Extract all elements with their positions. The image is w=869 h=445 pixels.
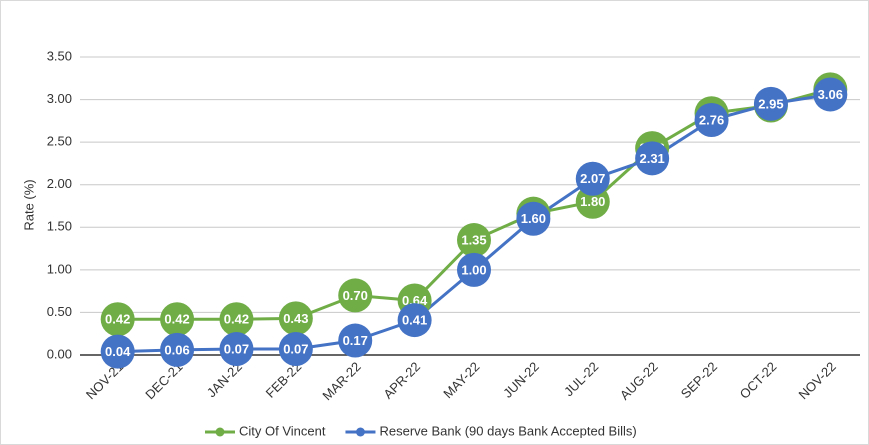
data-label: 0.06 [164, 342, 189, 357]
data-point [278, 332, 313, 367]
y-axis-label: Rate (%) [21, 179, 36, 230]
data-point [219, 302, 254, 337]
data-point [160, 332, 195, 367]
y-tick-label: 1.50 [47, 219, 72, 234]
legend-marker [215, 427, 225, 437]
y-tick-label: 0.50 [47, 304, 72, 319]
data-point [219, 332, 254, 367]
data-label: 2.07 [580, 171, 605, 186]
y-tick-label: 1.00 [47, 261, 72, 276]
data-point [753, 86, 788, 121]
data-label: 1.35 [461, 232, 486, 247]
data-label: 0.42 [224, 312, 249, 327]
data-label: 0.43 [283, 311, 308, 326]
data-label: 2.31 [639, 151, 664, 166]
data-point [338, 323, 373, 358]
data-point [813, 77, 848, 112]
y-tick-label: 2.50 [47, 134, 72, 149]
data-point [457, 252, 491, 287]
data-label: 0.17 [343, 333, 368, 348]
data-point [635, 141, 670, 176]
data-label: 1.60 [521, 211, 546, 226]
data-label: 3.06 [818, 87, 843, 102]
data-point [694, 103, 729, 138]
data-label: 0.42 [164, 312, 189, 327]
data-label: 0.41 [402, 313, 427, 328]
data-point [397, 303, 432, 338]
data-label: 0.70 [343, 288, 368, 303]
y-tick-label: 0.00 [47, 346, 72, 361]
y-tick-label: 2.00 [47, 176, 72, 191]
data-label: 1.00 [461, 262, 486, 277]
data-point [100, 302, 135, 337]
data-label: 0.07 [283, 341, 308, 356]
data-point [516, 201, 551, 236]
data-label: 0.07 [224, 341, 249, 356]
data-label: 0.64 [402, 293, 428, 308]
legend-marker [355, 427, 365, 437]
data-label: 1.80 [580, 194, 605, 209]
legend-label: City Of Vincent [239, 423, 326, 438]
data-label: 0.04 [105, 344, 131, 359]
legend-label: Reserve Bank (90 days Bank Accepted Bill… [379, 423, 636, 438]
data-label: 2.76 [699, 112, 724, 127]
data-point [278, 301, 313, 336]
data-label: 0.42 [105, 312, 130, 327]
data-point [338, 278, 373, 313]
data-point [100, 334, 135, 369]
y-tick-label: 3.00 [47, 91, 72, 106]
data-point [457, 223, 491, 258]
data-point [575, 161, 610, 196]
y-tick-label: 3.50 [47, 48, 72, 63]
data-point [160, 302, 195, 337]
data-label: 2.95 [758, 96, 783, 111]
